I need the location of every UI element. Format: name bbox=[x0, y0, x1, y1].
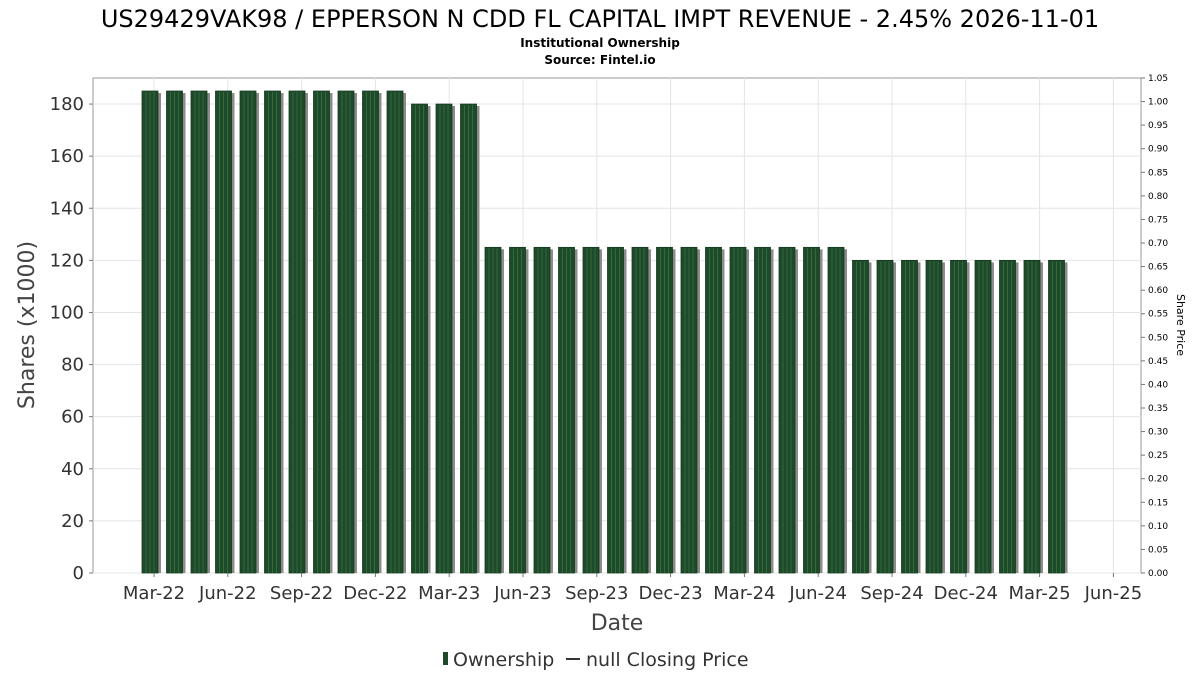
x-axis-label: Date bbox=[591, 611, 644, 636]
y2-axis-label: Share Price bbox=[1174, 294, 1187, 356]
y2-tick-label: 0.05 bbox=[1148, 545, 1168, 555]
bar bbox=[288, 90, 308, 574]
x-tick-label: Dec-22 bbox=[343, 583, 407, 604]
bar bbox=[705, 246, 725, 574]
chart-subtitle-line-1: Institutional Ownership bbox=[520, 36, 680, 50]
x-axis: Mar-22 Jun-22 Sep-22 Dec-22 Mar-23 Jun-23 Sep-… bbox=[123, 573, 1142, 604]
y-tick-label: 60 bbox=[61, 407, 84, 428]
bar bbox=[362, 90, 382, 574]
x-tick-label: Dec-24 bbox=[934, 583, 998, 604]
y-tick-label: 160 bbox=[50, 146, 84, 167]
x-tick-label: Mar-25 bbox=[1008, 583, 1070, 604]
x-tick-label: Mar-24 bbox=[713, 583, 775, 604]
bar bbox=[386, 90, 406, 574]
chart-subtitle-line-2: Source: Fintel.io bbox=[544, 53, 655, 67]
y2-tick-label: 0.95 bbox=[1148, 121, 1168, 131]
bar bbox=[313, 90, 333, 574]
y-tick-label: 0 bbox=[73, 563, 84, 584]
y-tick-label: 100 bbox=[50, 302, 84, 323]
y-tick-label: 180 bbox=[50, 94, 84, 115]
y2-tick-label: 0.00 bbox=[1148, 569, 1168, 579]
x-tick-label: Jun-25 bbox=[1084, 583, 1143, 604]
bar bbox=[999, 259, 1019, 574]
legend-ownership-label: Ownership bbox=[453, 649, 554, 671]
bar bbox=[729, 246, 749, 574]
y2-tick-label: 0.45 bbox=[1148, 357, 1168, 367]
y2-tick-label: 0.70 bbox=[1148, 239, 1168, 249]
y2-tick-label: 1.00 bbox=[1148, 98, 1168, 108]
y2-tick-label: 0.60 bbox=[1148, 286, 1168, 296]
y-tick-label: 20 bbox=[61, 511, 84, 532]
bar bbox=[582, 246, 602, 574]
bar bbox=[264, 90, 284, 574]
y-tick-label: 140 bbox=[50, 198, 84, 219]
chart-title: US29429VAK98 / EPPERSON N CDD FL CAPITAL… bbox=[101, 5, 1099, 33]
bar bbox=[460, 103, 480, 574]
bar bbox=[435, 103, 455, 574]
x-tick-label: Jun-22 bbox=[198, 583, 257, 604]
y2-tick-label: 0.30 bbox=[1148, 428, 1168, 438]
y2-tick-label: 0.80 bbox=[1148, 192, 1168, 202]
y2-tick-label: 0.25 bbox=[1148, 451, 1168, 461]
bar bbox=[484, 246, 504, 574]
y2-tick-label: 0.15 bbox=[1148, 498, 1168, 508]
y2-tick-label: 0.50 bbox=[1148, 333, 1168, 343]
bar bbox=[509, 246, 529, 574]
bar bbox=[239, 90, 259, 574]
y2-tick-label: 0.20 bbox=[1148, 475, 1168, 485]
y2-tick-label: 0.40 bbox=[1148, 380, 1168, 390]
bar bbox=[950, 259, 970, 574]
y-tick-label: 120 bbox=[50, 250, 84, 271]
y2-tick-label: 0.10 bbox=[1148, 522, 1168, 532]
y2-tick-label: 1.05 bbox=[1148, 74, 1168, 84]
y-axis-left: 0 20 40 60 80 100 120 140 160 180 bbox=[50, 94, 93, 584]
bar bbox=[215, 90, 235, 574]
legend: Ownership null Closing Price bbox=[443, 649, 749, 671]
y2-tick-label: 0.75 bbox=[1148, 215, 1168, 225]
y2-tick-label: 0.55 bbox=[1148, 310, 1168, 320]
bar bbox=[337, 90, 357, 574]
bar bbox=[680, 246, 700, 574]
x-tick-label: Sep-22 bbox=[270, 583, 333, 604]
x-tick-label: Jun-23 bbox=[493, 583, 552, 604]
bar bbox=[754, 246, 774, 574]
bar bbox=[778, 246, 798, 574]
bar bbox=[558, 246, 578, 574]
bar bbox=[607, 246, 627, 574]
x-tick-label: Mar-22 bbox=[123, 583, 185, 604]
bar bbox=[533, 246, 553, 574]
bar-series-ownership bbox=[141, 90, 1068, 574]
legend-closing-price-label: null Closing Price bbox=[586, 649, 749, 671]
bar bbox=[411, 103, 431, 574]
y-tick-label: 80 bbox=[61, 355, 84, 376]
bar bbox=[656, 246, 676, 574]
bar bbox=[141, 90, 161, 574]
legend-ownership-marker bbox=[443, 652, 448, 665]
bar bbox=[166, 90, 186, 574]
bar bbox=[1048, 259, 1068, 574]
x-tick-label: Sep-23 bbox=[565, 583, 628, 604]
y2-tick-label: 0.35 bbox=[1148, 404, 1168, 414]
y2-tick-label: 0.90 bbox=[1148, 145, 1168, 155]
y-tick-label: 40 bbox=[61, 459, 84, 480]
bar bbox=[876, 259, 896, 574]
bar bbox=[803, 246, 823, 574]
bar bbox=[925, 259, 945, 574]
x-tick-label: Mar-23 bbox=[418, 583, 480, 604]
x-tick-label: Sep-24 bbox=[860, 583, 923, 604]
bar bbox=[190, 90, 210, 574]
bar bbox=[631, 246, 651, 574]
x-tick-label: Jun-24 bbox=[788, 583, 847, 604]
bar bbox=[852, 259, 872, 574]
y2-tick-label: 0.85 bbox=[1148, 168, 1168, 178]
y2-tick-label: 0.65 bbox=[1148, 263, 1168, 273]
y-axis-label: Shares (x1000) bbox=[15, 241, 40, 409]
bar bbox=[1023, 259, 1043, 574]
y-axis-right: 0.00 0.05 0.10 0.15 0.20 0.25 0.30 0.35 0.40 0.45… bbox=[1141, 74, 1168, 579]
bar bbox=[974, 259, 994, 574]
x-tick-label: Dec-23 bbox=[638, 583, 702, 604]
bar bbox=[827, 246, 847, 574]
bar bbox=[901, 259, 921, 574]
